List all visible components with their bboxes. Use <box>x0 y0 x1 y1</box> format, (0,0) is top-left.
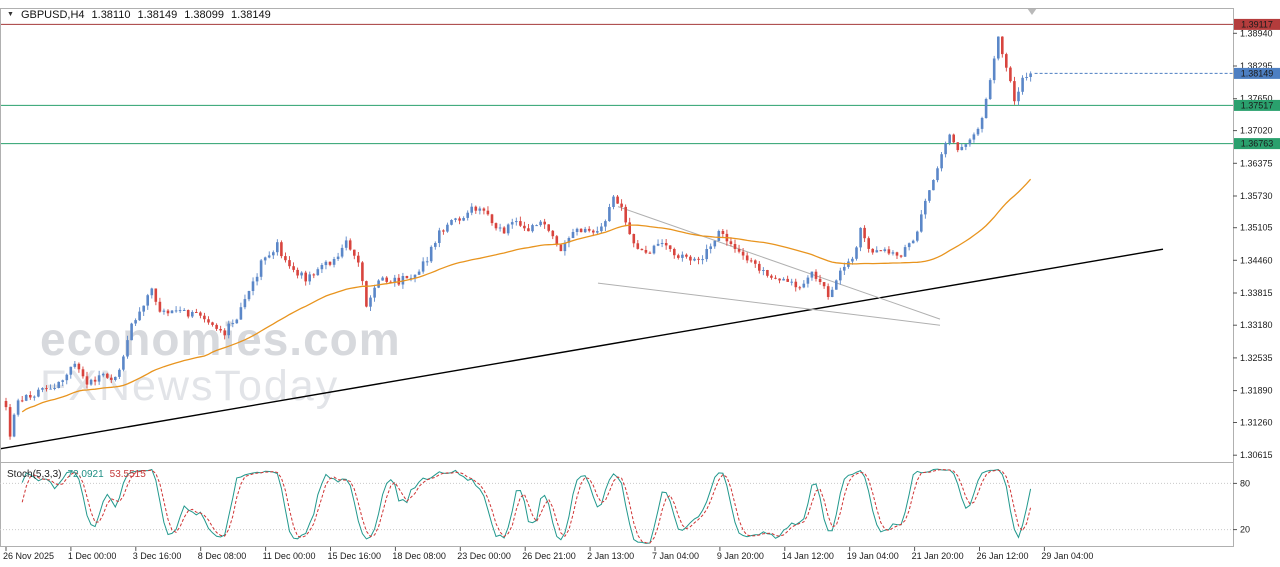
stoch-scale-label: 20 <box>1240 525 1250 535</box>
candlestick-series <box>4 36 1032 440</box>
price-tick-label: 1.33180 <box>1240 320 1273 330</box>
time-tick-label: 7 Jan 04:00 <box>652 551 699 561</box>
watermark-brand: economies.com <box>40 313 401 365</box>
price-tick-label: 1.35105 <box>1240 223 1273 233</box>
stoch-d-value: 53.5515 <box>109 469 146 480</box>
stoch-indicator-label: Stoch(5,3,3) 72.0921 53.5515 <box>7 469 146 480</box>
time-tick-label: 26 Jan 12:00 <box>977 551 1029 561</box>
horizontal-level-lines <box>0 23 1233 145</box>
chart-header: ▼ GBPUSD,H4 1.38110 1.38149 1.38099 1.38… <box>7 9 271 21</box>
price-tick-label: 1.36375 <box>1240 158 1273 168</box>
trendlines <box>0 206 1164 450</box>
price-tick-label: 1.38295 <box>1240 61 1273 71</box>
price-tick-label: 1.30615 <box>1240 450 1273 460</box>
price-badge-support-1: 1.37517 <box>1234 99 1280 111</box>
ohlc-close: 1.38149 <box>231 9 271 21</box>
stoch-main-line <box>21 468 1032 544</box>
time-tick-label: 3 Dec 16:00 <box>133 551 182 561</box>
price-axis[interactable]: 1.38940 1.38295 1.37650 1.37020 1.36375 1.357… <box>1233 28 1273 535</box>
price-tick-label: 1.38940 <box>1240 28 1273 38</box>
price-tick-label: 1.31890 <box>1240 386 1273 396</box>
price-tick-label: 1.32535 <box>1240 353 1273 363</box>
price-tick-label: 1.35730 <box>1240 191 1273 201</box>
price-badge-label: 1.39117 <box>1241 19 1273 29</box>
time-tick-label: 15 Dec 16:00 <box>328 551 382 561</box>
time-tick-label: 9 Jan 20:00 <box>717 551 764 561</box>
price-badge-label: 1.37517 <box>1241 100 1274 110</box>
price-tick-label: 1.33815 <box>1240 288 1273 298</box>
time-tick-label: 18 Dec 08:00 <box>392 551 446 561</box>
watermark-subbrand: FXNewsToday <box>40 361 340 410</box>
time-tick-label: 26 Dec 21:00 <box>522 551 576 561</box>
time-tick-label: 8 Dec 08:00 <box>198 551 247 561</box>
price-badge-label: 1.36763 <box>1241 139 1274 149</box>
time-tick-label: 11 Dec 00:00 <box>263 551 316 561</box>
chart-shift-marker-icon <box>1027 8 1037 15</box>
price-tick-label: 1.31260 <box>1240 417 1273 427</box>
time-tick-label: 23 Dec 00:00 <box>457 551 511 561</box>
price-tick-label: 1.37650 <box>1240 94 1273 104</box>
stoch-signal-line <box>21 468 1032 544</box>
ohlc-open: 1.38110 <box>91 9 131 21</box>
ohlc-low: 1.38099 <box>184 9 224 21</box>
ma-line <box>21 178 1032 413</box>
wedge-upper-line[interactable] <box>617 206 941 320</box>
time-tick-label: 2 Jan 13:00 <box>587 551 634 561</box>
time-tick-label: 21 Jan 20:00 <box>912 551 964 561</box>
moving-average-line <box>21 178 1032 413</box>
price-badge-resistance: 1.39117 <box>1234 18 1280 30</box>
panel-borders <box>0 8 1234 547</box>
time-tick-label: 26 Nov 2025 <box>3 551 54 561</box>
price-tick-label: 1.37020 <box>1240 126 1273 136</box>
price-badges: 1.39117 1.38149 1.37517 1.36763 <box>1234 18 1280 150</box>
ohlc-high: 1.38149 <box>137 9 178 21</box>
time-tick-label: 1 Dec 00:00 <box>68 551 117 561</box>
price-badge-support-2: 1.36763 <box>1234 138 1280 150</box>
time-tick-label: 19 Jan 04:00 <box>847 551 899 561</box>
ascending-support-trendline[interactable] <box>0 248 1164 450</box>
price-tick-label: 1.34460 <box>1240 255 1273 265</box>
stoch-name: Stoch(5,3,3) <box>7 469 62 480</box>
time-tick-label: 14 Jan 12:00 <box>782 551 834 561</box>
price-badge-label: 1.38149 <box>1241 68 1274 78</box>
watermark: economies.com FXNewsToday <box>40 313 401 410</box>
stoch-k-value: 72.0921 <box>67 469 104 480</box>
wedge-lower-line[interactable] <box>597 282 941 326</box>
price-badge-current-price: 1.38149 <box>1234 67 1280 79</box>
time-tick-label: 29 Jan 04:00 <box>1041 551 1093 561</box>
stochastic-panel[interactable] <box>0 468 1233 544</box>
stoch-scale-label: 80 <box>1240 478 1250 488</box>
symbol-timeframe-label: GBPUSD,H4 <box>20 9 85 21</box>
time-axis[interactable]: 26 Nov 2025 1 Dec 00:00 3 Dec 16:00 8 Dec 0… <box>3 547 1093 561</box>
symbol-dropdown-icon[interactable]: ▼ <box>7 10 14 18</box>
